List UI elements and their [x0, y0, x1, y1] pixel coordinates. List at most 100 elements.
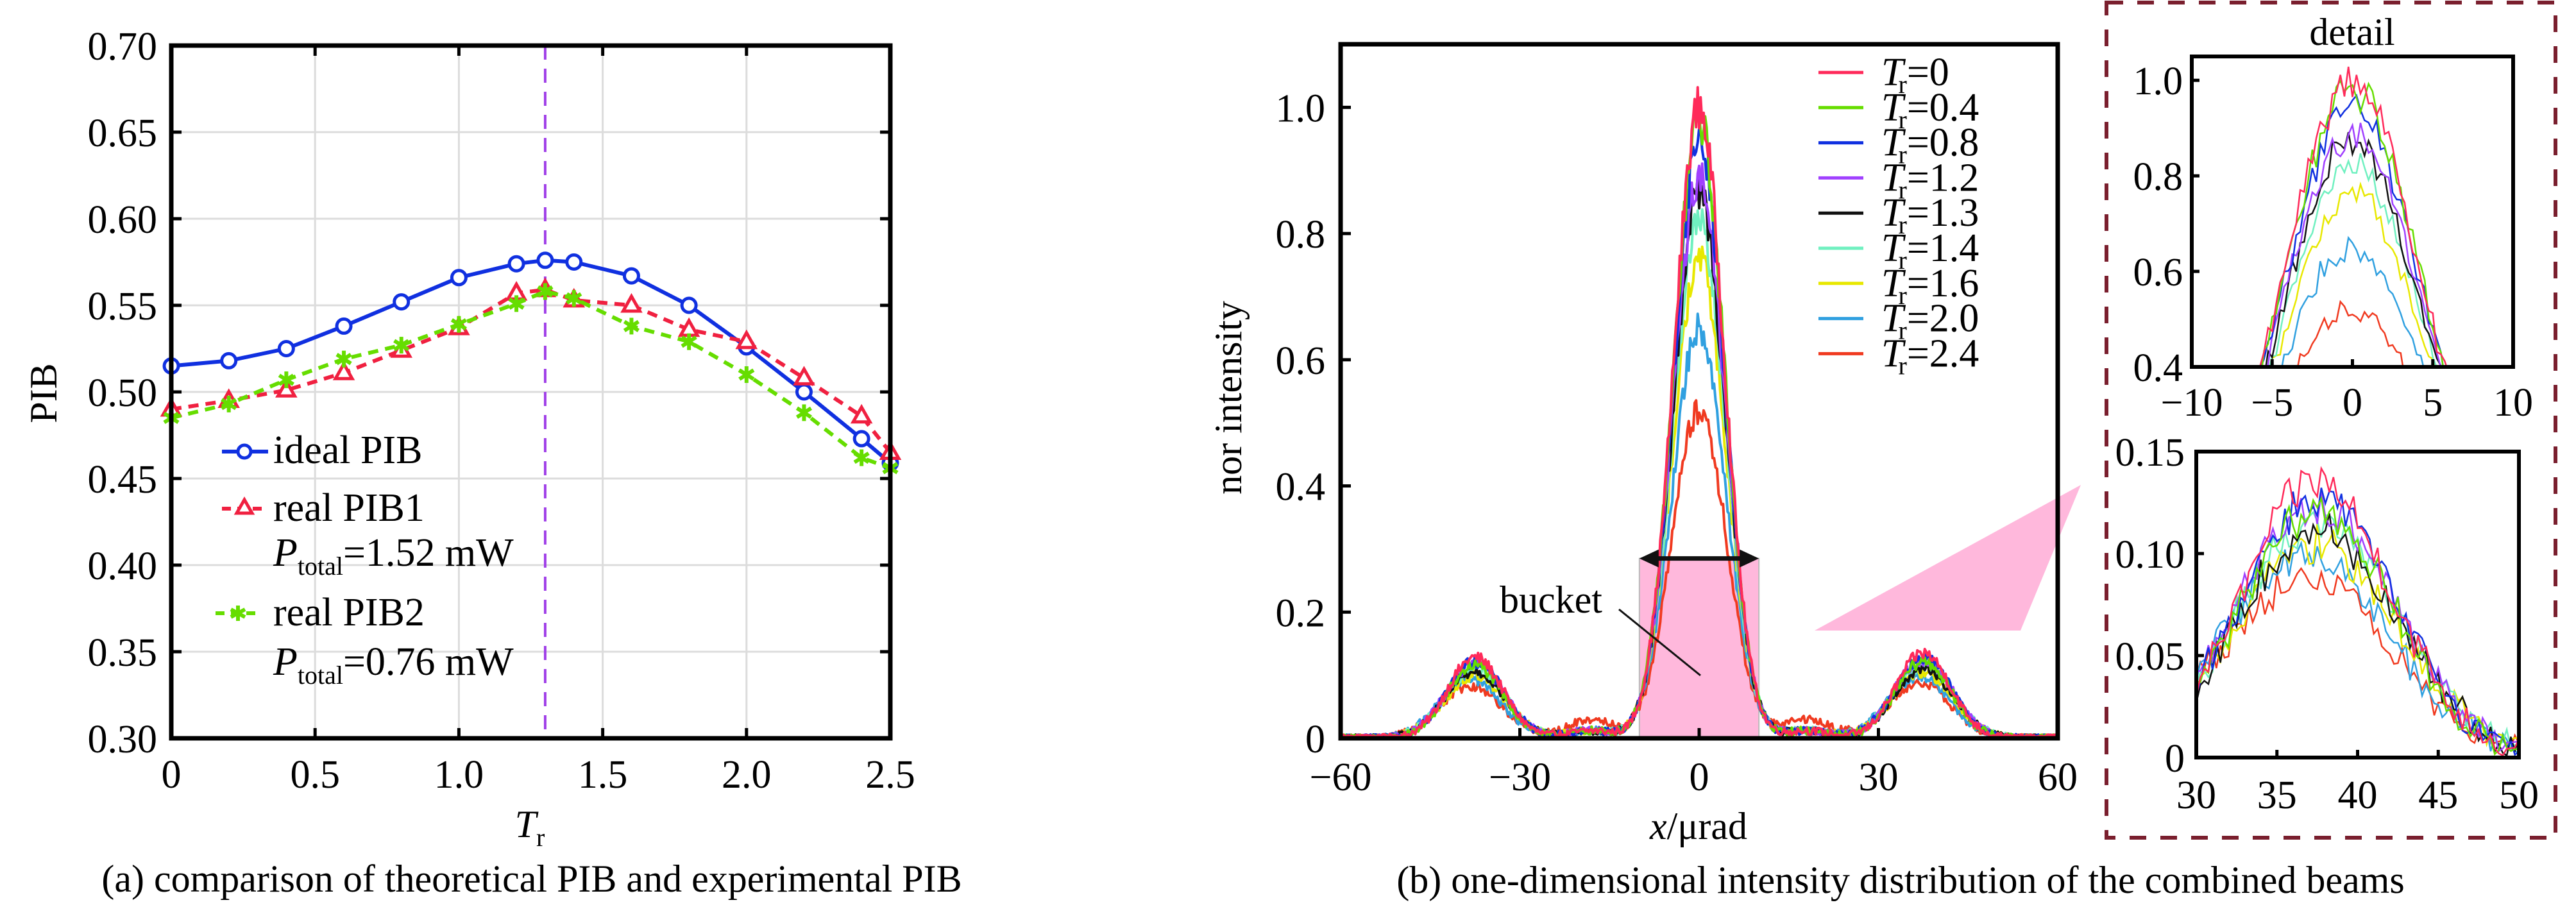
panel-a-legend: ideal PIB real PIB1 Ptotal=1.52 mW real …	[216, 428, 514, 690]
legend-label: Tr=0.4	[1881, 86, 1979, 134]
detail-top-inset: 0.4 0.6 0.8 1.0 −10 −5 0 5 10	[2133, 55, 2533, 425]
legend-label: real PIB2	[273, 591, 425, 634]
ytick-label: 0.60	[88, 198, 158, 242]
legend-label-value: =2.4	[1907, 332, 1979, 375]
ytick-label: 1.0	[2133, 60, 2183, 103]
note-sub: total	[298, 552, 343, 581]
legend-item: Tr=1.4	[1818, 226, 1979, 275]
inset-line-T_r=1.6	[2196, 523, 2519, 749]
panel-a-series	[160, 251, 902, 477]
note-main: P	[273, 531, 298, 575]
legend-label-sub: r	[1898, 140, 1906, 169]
legend-item-real-pib1: real PIB1	[222, 486, 425, 530]
xtick-label: 10	[2493, 381, 2533, 425]
legend-label-sub: r	[1898, 246, 1906, 275]
ytick-label: 0.65	[88, 112, 158, 155]
legend-label: Tr=2.4	[1881, 332, 1979, 380]
note-text: =0.76 mW	[343, 640, 514, 684]
legend-label-main: T	[1881, 51, 1906, 94]
data-point	[795, 404, 813, 421]
series-real-pib2	[163, 283, 899, 477]
panel-a-ylabel: PIB	[22, 363, 65, 423]
data-point	[680, 296, 698, 314]
xtick-label: −60	[1310, 756, 1372, 799]
legend-label-sub: r	[1898, 210, 1906, 239]
ytick-label: 0.50	[88, 371, 158, 415]
legend-label: Tr=0.8	[1881, 121, 1979, 169]
data-point	[278, 371, 294, 389]
xtick-label: 0	[1690, 756, 1709, 799]
data-point	[853, 449, 870, 466]
xtick-label: 40	[2338, 774, 2378, 817]
ytick-label: 0.45	[88, 458, 158, 502]
series-line	[171, 289, 892, 470]
ytick-label: 0.10	[2115, 533, 2185, 577]
panel-b-legend: Tr=0Tr=0.4Tr=0.8Tr=1.2Tr=1.3Tr=1.4Tr=1.6…	[1818, 51, 1979, 380]
xtick-label: 0	[162, 753, 182, 797]
legend-label-main: T	[1881, 226, 1906, 270]
bucket-label: bucket	[1500, 579, 1602, 621]
legend-item: Tr=2.4	[1818, 332, 1979, 380]
legend-item: Tr=2.0	[1818, 297, 1979, 345]
legend-label-main: T	[1881, 262, 1906, 305]
legend-label-value: =1.3	[1907, 191, 1979, 235]
xtick-label: 50	[2499, 774, 2539, 817]
data-point	[677, 317, 700, 337]
inset-line-T_r=0.4	[2261, 79, 2445, 367]
legend-label-value: =0.8	[1907, 121, 1979, 165]
ytick-label: 0.2	[1276, 591, 1326, 635]
legend-label-sub: r	[1898, 105, 1906, 134]
panel-b-xlabel: x/μrad	[1649, 805, 1747, 847]
data-point	[335, 317, 353, 335]
data-point	[277, 340, 295, 357]
bucket-width-arrow	[1639, 549, 1759, 568]
legend-label-main: T	[1881, 86, 1906, 130]
triangle-marker-icon	[233, 496, 255, 515]
inset-line-T_r=2.4	[2296, 300, 2404, 367]
xtick-label: 45	[2418, 774, 2458, 817]
xtick-label: 1.0	[434, 753, 484, 797]
xtick-label: 30	[1859, 756, 1899, 799]
note-text: =1.52 mW	[343, 531, 514, 575]
data-point	[850, 403, 873, 424]
legend-note-power-2: Ptotal=0.76 mW	[273, 640, 514, 690]
data-point	[393, 293, 411, 311]
xtick-label: 35	[2257, 774, 2297, 817]
xtick-label: 1.5	[578, 753, 628, 797]
series-line-T_r=2.0	[1339, 312, 2059, 738]
note-sub: total	[298, 661, 343, 690]
legend-item: Tr=0.8	[1818, 121, 1979, 169]
inset-line-T_r=2.0	[2281, 235, 2425, 367]
detail-panel: detail 0.4 0.6 0.8 1.0 −10 −5 0 5 10 0 0.05 0.10 0.…	[2105, 1, 2557, 840]
panel-b-ylabel: nor intensity	[1207, 301, 1250, 495]
ytick-label: 0.70	[88, 25, 158, 69]
inset-line-T_r=2.4	[2196, 567, 2519, 750]
xtick-label: 0	[2343, 381, 2362, 425]
legend-label: real PIB1	[273, 486, 425, 530]
xtick-label: 30	[2176, 774, 2216, 817]
xtick-label: 60	[2038, 756, 2078, 799]
inset-line-T_r=1.6	[2270, 181, 2436, 367]
panel-a-grid	[171, 46, 890, 738]
data-point	[536, 251, 554, 269]
data-point	[450, 316, 468, 333]
inset-frame	[2190, 55, 2515, 369]
data-point	[738, 366, 755, 383]
inset-line-T_r=1.3	[2196, 513, 2519, 757]
xlabel-rest: /μrad	[1667, 805, 1747, 847]
inset-line-T_r=1.4	[2196, 511, 2519, 751]
data-point	[623, 318, 640, 335]
inset-line-T_r=1.3	[2265, 131, 2442, 367]
series-line-T_r=0	[1339, 86, 2059, 738]
panel-b: 00.20.40.60.81.0−60 −30 0 30 60 bucket nor i…	[1207, 42, 2405, 901]
ytick-label: 0	[1305, 718, 1325, 761]
panel-a-caption: (a) comparison of theoretical PIB and ex…	[101, 858, 962, 900]
panel-b-series	[1339, 86, 2059, 738]
data-point	[220, 352, 238, 369]
legend-label-main: T	[1881, 297, 1906, 341]
legend-label-value: =1.2	[1907, 156, 1979, 199]
ytick-label: 0.05	[2115, 635, 2185, 679]
data-point	[566, 290, 582, 307]
xtick-label: −30	[1489, 756, 1551, 799]
